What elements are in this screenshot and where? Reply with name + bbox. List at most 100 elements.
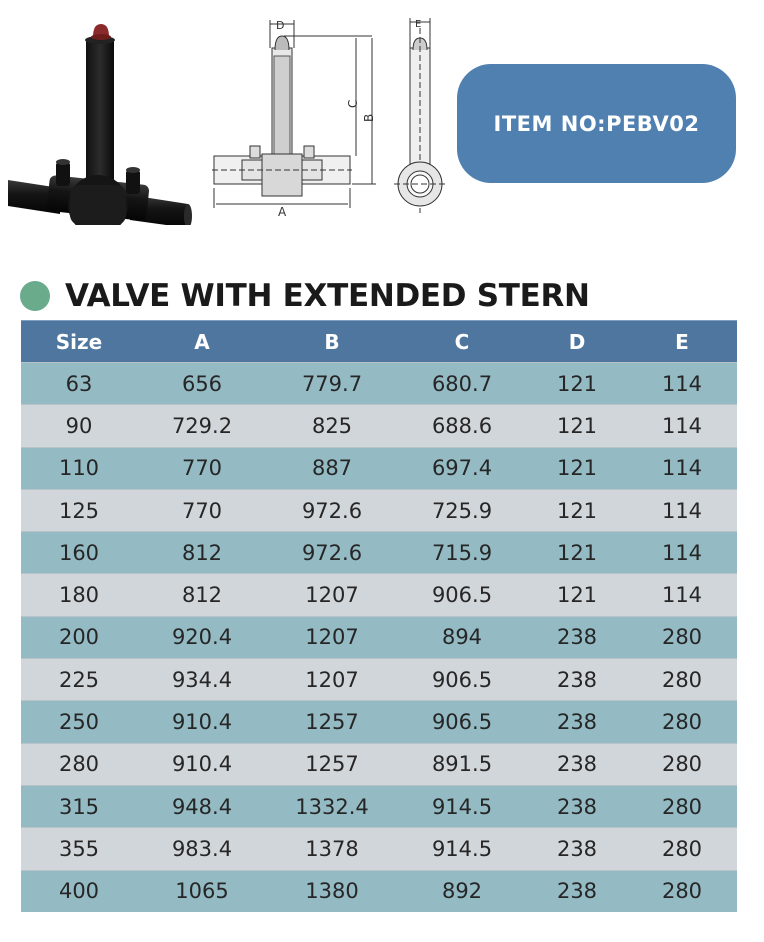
cell-a: 910.4 [137,742,267,786]
cell-e: 114 [627,361,737,405]
column-header-d: D [527,320,627,363]
cell-c: 891.5 [397,742,527,786]
table-row: 63 656 779.7 680.7 121 114 [21,361,737,405]
table-body: 63 656 779.7 680.7 121 114 90 729.2 825 688.6 121 1… [21,361,737,912]
cell-b: 972.6 [267,531,397,574]
cell-c: 906.5 [397,700,527,744]
table-row: 200 920.4 1207 894 238 280 [21,615,737,659]
table-row: 400 1065 1380 892 238 280 [21,869,737,912]
cell-e: 114 [627,531,737,574]
cell-b: 1207 [267,658,397,701]
cell-d: 121 [527,488,627,532]
table-row: 315 948.4 1332.4 914.5 238 280 [21,784,737,828]
cell-b: 1332.4 [267,784,397,828]
cell-a: 770 [137,446,267,490]
cell-c: 697.4 [397,446,527,490]
cell-a: 729.2 [137,404,267,448]
cell-size: 160 [21,531,137,574]
table-row: 250 910.4 1257 906.5 238 280 [21,700,737,744]
column-header-e: E [627,320,737,363]
cell-b: 1257 [267,700,397,744]
cell-d: 238 [527,615,627,659]
table-row: 280 910.4 1257 891.5 238 280 [21,742,737,786]
cell-b: 779.7 [267,361,397,405]
cell-size: 90 [21,404,137,448]
cell-d: 121 [527,404,627,448]
cell-a: 812 [137,531,267,574]
svg-text:B: B [362,114,376,122]
cell-size: 280 [21,742,137,786]
cell-a: 948.4 [137,784,267,828]
cell-c: 688.6 [397,404,527,448]
table-row: 90 729.2 825 688.6 121 114 [21,404,737,448]
cell-d: 238 [527,658,627,701]
cell-d: 121 [527,531,627,574]
cell-e: 280 [627,742,737,786]
svg-text:E: E [415,19,421,30]
cell-e: 280 [627,658,737,701]
table-row: 180 812 1207 906.5 121 114 [21,573,737,617]
cell-size: 110 [21,446,137,490]
table-row: 160 812 972.6 715.9 121 114 [21,531,737,574]
column-header-b: B [267,320,397,363]
cell-size: 63 [21,361,137,405]
cell-b: 1257 [267,742,397,786]
cell-e: 114 [627,446,737,490]
dimension-table: Size A B C D E 63 656 779.7 680.7 121 114 90 72… [21,320,737,912]
cell-d: 238 [527,700,627,744]
table-row: 110 770 887 697.4 121 114 [21,446,737,490]
table-header-row: Size A B C D E [21,320,737,363]
cell-b: 1380 [267,869,397,912]
cell-e: 280 [627,869,737,912]
cell-c: 914.5 [397,827,527,871]
cell-size: 400 [21,869,137,912]
valve-3d-render-icon [8,24,192,225]
cell-a: 934.4 [137,658,267,701]
cell-size: 180 [21,573,137,617]
cell-e: 280 [627,784,737,828]
cell-c: 906.5 [397,573,527,617]
cell-d: 121 [527,446,627,490]
cell-e: 280 [627,700,737,744]
table-row: 355 983.4 1378 914.5 238 280 [21,827,737,871]
valve-dimension-drawing-icon: D A C B E [212,18,446,218]
cell-c: 914.5 [397,784,527,828]
cell-size: 250 [21,700,137,744]
cell-c: 906.5 [397,658,527,701]
section-title: VALVE WITH EXTENDED STERN [20,276,590,316]
cell-size: 355 [21,827,137,871]
cell-b: 972.6 [267,488,397,532]
cell-c: 725.9 [397,488,527,532]
cell-d: 238 [527,742,627,786]
table-row: 125 770 972.6 725.9 121 114 [21,488,737,532]
product-title: VALVE WITH EXTENDED STERN [65,278,590,314]
cell-size: 225 [21,658,137,701]
cell-b: 825 [267,404,397,448]
cell-e: 114 [627,573,737,617]
cell-e: 114 [627,404,737,448]
cell-size: 200 [21,615,137,659]
cell-d: 121 [527,361,627,405]
cell-a: 1065 [137,869,267,912]
bullet-dot-icon [20,281,50,311]
cell-e: 114 [627,488,737,532]
cell-b: 1378 [267,827,397,871]
cell-c: 892 [397,869,527,912]
cell-a: 656 [137,361,267,405]
cell-b: 1207 [267,573,397,617]
cell-size: 315 [21,784,137,828]
svg-text:D: D [276,19,284,32]
column-header-size: Size [21,320,137,363]
cell-b: 887 [267,446,397,490]
cell-d: 238 [527,869,627,912]
cell-d: 238 [527,784,627,828]
cell-e: 280 [627,615,737,659]
cell-a: 910.4 [137,700,267,744]
cell-d: 238 [527,827,627,871]
cell-a: 920.4 [137,615,267,659]
item-number-badge: ITEM NO:PEBV02 [457,64,736,183]
cell-c: 894 [397,615,527,659]
cell-c: 715.9 [397,531,527,574]
cell-c: 680.7 [397,361,527,405]
cell-b: 1207 [267,615,397,659]
